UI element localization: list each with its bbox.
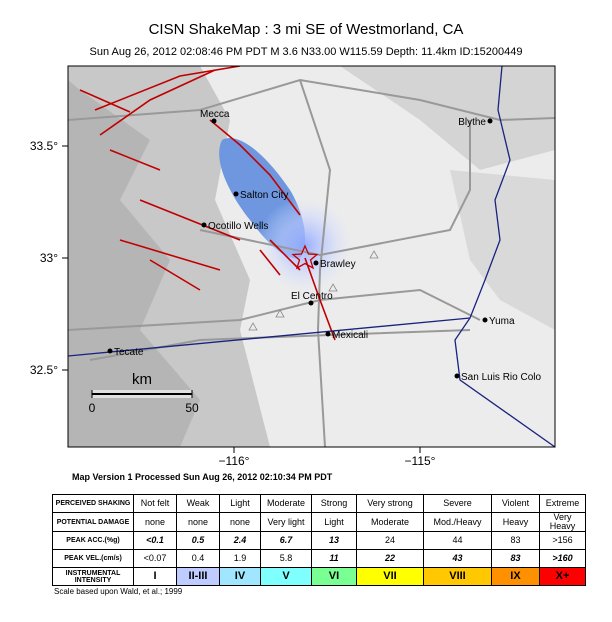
legend-cell: 6.7 — [260, 531, 312, 550]
legend-cell: V — [260, 567, 312, 586]
city-label: Salton City — [240, 190, 288, 201]
city-label: Tecate — [114, 347, 144, 358]
legend-cell: Mod./Heavy — [423, 512, 492, 532]
legend-cell: X+ — [539, 567, 586, 586]
legend-cell: 0.5 — [176, 531, 220, 550]
lon-label: −116° — [219, 454, 250, 468]
row-header: PERCEIVED SHAKING — [52, 494, 134, 513]
legend-cell: 83 — [491, 531, 540, 550]
city-label: San Luis Rio Colo — [461, 372, 541, 383]
legend-cell: Weak — [176, 494, 220, 513]
legend-cell: Light — [311, 512, 357, 532]
city-dot — [325, 331, 331, 337]
city-dot — [313, 260, 319, 266]
legend-cell: I — [133, 567, 177, 586]
legend-cell: Moderate — [356, 512, 424, 532]
scale-label: 0 — [89, 401, 96, 415]
legend-cell: >160 — [539, 549, 586, 568]
legend-cell: IV — [219, 567, 261, 586]
legend-row: POTENTIAL DAMAGE none none none Very light Li… — [52, 512, 586, 532]
legend-cell: >156 — [539, 531, 586, 550]
legend-cell: 1.9 — [219, 549, 261, 568]
intensity-legend: PERCEIVED SHAKING Not felt Weak Light Modera… — [52, 494, 586, 586]
legend-note: Scale based upon Wald, et al.; 1999 — [54, 587, 183, 596]
legend-cell: <0.1 — [133, 531, 177, 550]
legend-cell: 83 — [491, 549, 540, 568]
lat-label: 32.5° — [30, 363, 58, 377]
legend-cell: 11 — [311, 549, 357, 568]
legend-cell: Very Heavy — [539, 512, 586, 532]
city-label: Yuma — [489, 316, 515, 327]
title: CISN ShakeMap : 3 mi SE of Westmorland, … — [149, 21, 464, 38]
city-label: El Centro — [291, 291, 333, 302]
legend-cell: <0.07 — [133, 549, 177, 568]
legend-cell: Strong — [311, 494, 357, 513]
map-area: km 0 50 Mecca Blythe Salton City Ocotillo W… — [68, 66, 555, 447]
subtitle: Sun Aug 26, 2012 02:08:46 PM PDT M 3.6 N… — [90, 46, 523, 58]
legend-cell: 44 — [423, 531, 492, 550]
city-dot — [233, 191, 239, 197]
legend-cell: 0.4 — [176, 549, 220, 568]
legend-cell: Heavy — [491, 512, 540, 532]
city-dot — [107, 348, 113, 354]
lon-label: −115° — [405, 454, 436, 468]
legend-row: PEAK ACC.(%g) <0.1 0.5 2.4 6.7 13 24 44 83 >156 — [52, 531, 586, 550]
row-header: PEAK VEL.(cm/s) — [52, 549, 134, 568]
city-label: Blythe — [458, 117, 486, 128]
city-dot — [308, 300, 314, 306]
legend-row: PERCEIVED SHAKING Not felt Weak Light Modera… — [52, 494, 586, 513]
map-figure: CISN ShakeMap : 3 mi SE of Westmorland, … — [30, 21, 556, 482]
city-label: Mexicali — [332, 330, 368, 341]
lat-label: 33.5° — [30, 139, 58, 153]
lat-label: 33° — [40, 251, 58, 265]
legend-cell: 13 — [311, 531, 357, 550]
row-header: PEAK ACC.(%g) — [52, 531, 134, 550]
legend-cell: Not felt — [133, 494, 177, 513]
scale-unit: km — [132, 371, 152, 388]
legend-cell: VI — [311, 567, 357, 586]
legend-cell: none — [219, 512, 261, 532]
city-label: Ocotillo Wells — [208, 221, 268, 232]
legend-cell: 43 — [423, 549, 492, 568]
legend-row: INSTRUMENTAL INTENSITY I II-III IV V VI VII VII… — [52, 567, 586, 586]
legend-cell: II-III — [176, 567, 220, 586]
city-dot — [482, 317, 488, 323]
legend-cell: Very light — [260, 512, 312, 532]
legend-cell: 22 — [356, 549, 424, 568]
legend-cell: Light — [219, 494, 261, 513]
city-dot — [487, 118, 493, 124]
legend-cell: Violent — [491, 494, 540, 513]
legend-cell: VIII — [423, 567, 492, 586]
city-label: Mecca — [200, 109, 230, 120]
legend-cell: none — [133, 512, 177, 532]
legend-cell: Severe — [423, 494, 492, 513]
scale-label: 50 — [185, 401, 199, 415]
legend-cell: Very strong — [356, 494, 424, 513]
city-dot — [211, 118, 217, 124]
city-label: Brawley — [320, 259, 356, 270]
legend-cell: 2.4 — [219, 531, 261, 550]
row-header: POTENTIAL DAMAGE — [52, 512, 134, 532]
map-version: Map Version 1 Processed Sun Aug 26, 2012… — [72, 472, 333, 482]
city-dot — [201, 222, 207, 228]
cities: Mecca Blythe Salton City Ocotillo Wells Braw… — [107, 109, 541, 383]
legend-row: PEAK VEL.(cm/s) <0.07 0.4 1.9 5.8 11 22 43 83 >16… — [52, 549, 586, 568]
legend-cell: 24 — [356, 531, 424, 550]
city-dot — [454, 373, 460, 379]
legend-cell: 5.8 — [260, 549, 312, 568]
legend-cell: Moderate — [260, 494, 312, 513]
legend-cell: IX — [491, 567, 540, 586]
legend-cell: VII — [356, 567, 424, 586]
legend-cell: Extreme — [539, 494, 586, 513]
row-header: INSTRUMENTAL INTENSITY — [52, 567, 134, 586]
legend-cell: none — [176, 512, 220, 532]
